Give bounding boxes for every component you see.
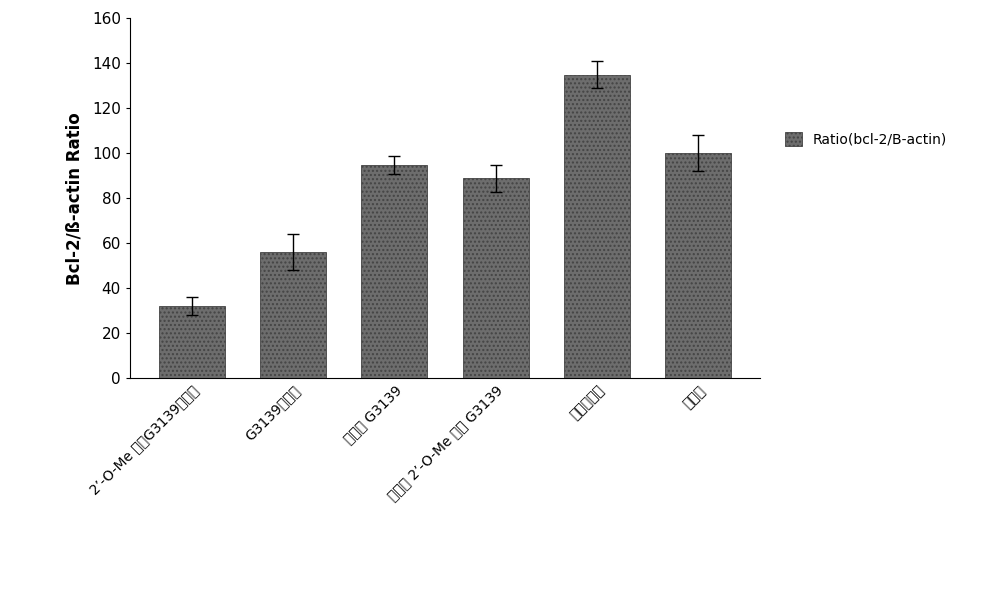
Legend: Ratio(bcl-2/B-actin): Ratio(bcl-2/B-actin) [780,126,953,152]
Bar [159,306,225,378]
Bar [463,178,529,378]
Bar [260,253,326,378]
Y-axis label: Bcl-2/ß-actin Ratio: Bcl-2/ß-actin Ratio [66,112,84,285]
Bar [665,153,731,378]
Bar [361,165,427,378]
Bar [564,74,630,378]
